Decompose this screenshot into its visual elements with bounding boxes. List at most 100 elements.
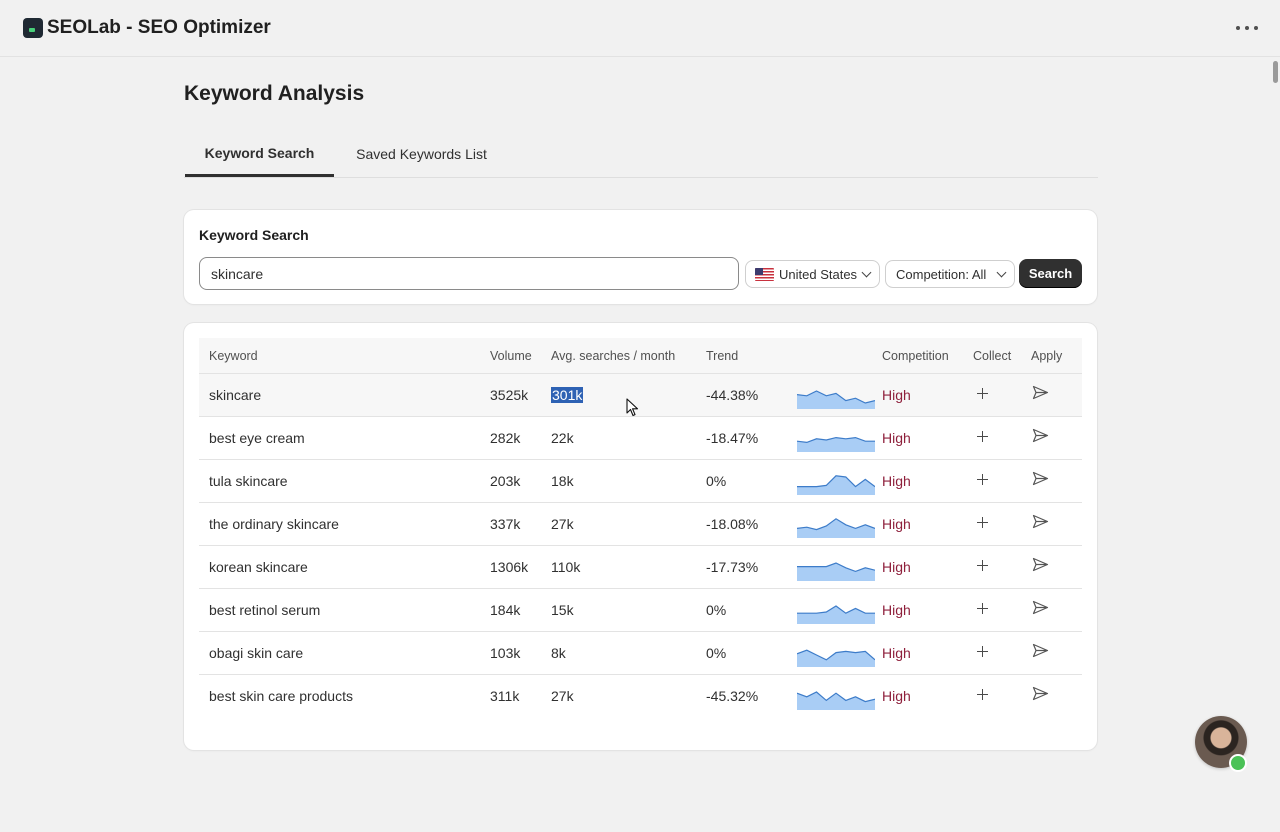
keyword-cell: best eye cream <box>209 430 305 446</box>
avg-searches-cell: 27k <box>551 688 574 704</box>
more-options-icon[interactable] <box>1236 18 1258 38</box>
scrollbar-thumb[interactable] <box>1273 61 1278 83</box>
collect-plus-icon[interactable] <box>974 428 991 445</box>
header-collect: Collect <box>973 349 1012 363</box>
competition-cell: High <box>882 645 911 661</box>
keyword-search-input[interactable] <box>199 257 739 290</box>
trend-sparkline <box>797 475 875 495</box>
avg-searches-cell: 18k <box>551 473 574 489</box>
table-row[interactable]: best skin care products 311k 27k -45.32%… <box>199 675 1082 718</box>
chevron-down-icon <box>996 267 1007 278</box>
trend-percent-cell: -18.47% <box>706 430 759 446</box>
trend-sparkline <box>797 390 875 409</box>
table-body: skincare 3525k 301k -44.38% High best ey… <box>199 374 1082 718</box>
table-row[interactable]: tula skincare 203k 18k 0% High <box>199 460 1082 503</box>
app-title: SEOLab - SEO Optimizer <box>47 17 271 38</box>
keyword-search-card: Keyword Search United States Competition… <box>184 210 1097 304</box>
apply-send-icon[interactable] <box>1032 557 1049 572</box>
collect-plus-icon[interactable] <box>974 557 991 574</box>
competition-cell: High <box>882 559 911 575</box>
trend-percent-cell: -45.32% <box>706 688 759 704</box>
keyword-cell: best skin care products <box>209 688 353 704</box>
competition-cell: High <box>882 387 911 403</box>
keyword-cell: obagi skin care <box>209 645 304 661</box>
page-title: Keyword Analysis <box>184 82 365 105</box>
volume-cell: 184k <box>490 602 521 618</box>
keyword-cell: best retinol serum <box>209 602 321 618</box>
trend-sparkline <box>797 436 875 452</box>
trend-sparkline <box>797 649 875 667</box>
app-logo-icon <box>23 18 43 38</box>
avg-searches-cell: 110k <box>551 559 581 575</box>
apply-send-icon[interactable] <box>1032 471 1049 486</box>
chevron-down-icon <box>861 267 872 278</box>
volume-cell: 203k <box>490 473 521 489</box>
avg-searches-cell: 15k <box>551 602 574 618</box>
table-row[interactable]: obagi skin care 103k 8k 0% High <box>199 632 1082 675</box>
keyword-results-card: Keyword Volume Avg. searches / month Tre… <box>184 323 1097 750</box>
apply-send-icon[interactable] <box>1032 643 1049 658</box>
trend-percent-cell: 0% <box>706 602 727 618</box>
sparkline-area <box>797 692 875 710</box>
search-button[interactable]: Search <box>1019 259 1082 288</box>
collect-plus-icon[interactable] <box>974 514 991 531</box>
tab-bar: Keyword Search Saved Keywords List <box>184 131 1098 178</box>
collect-plus-icon[interactable] <box>974 385 991 402</box>
sparkline-area <box>797 437 875 452</box>
volume-cell: 282k <box>490 430 521 446</box>
table-header: Keyword Volume Avg. searches / month Tre… <box>199 338 1082 374</box>
header-trend: Trend <box>706 349 739 363</box>
table-row[interactable]: best eye cream 282k 22k -18.47% High <box>199 417 1082 460</box>
volume-cell: 103k <box>490 645 521 661</box>
collect-plus-icon[interactable] <box>974 643 991 660</box>
sparkline-area <box>797 518 875 538</box>
apply-send-icon[interactable] <box>1032 686 1049 701</box>
table-row[interactable]: the ordinary skincare 337k 27k -18.08% H… <box>199 503 1082 546</box>
apply-send-icon[interactable] <box>1032 428 1049 443</box>
header-avg-searches: Avg. searches / month <box>551 349 676 363</box>
competition-cell: High <box>882 602 911 618</box>
header-competition: Competition <box>882 349 949 363</box>
trend-percent-cell: -44.38% <box>706 387 759 403</box>
keyword-table: Keyword Volume Avg. searches / month Tre… <box>199 338 1082 718</box>
sparkline-line <box>797 390 875 404</box>
country-select[interactable]: United States <box>745 260 880 288</box>
sparkline-line <box>797 691 875 703</box>
header-apply: Apply <box>1031 349 1063 363</box>
trend-percent-cell: 0% <box>706 645 727 661</box>
apply-send-icon[interactable] <box>1032 600 1049 615</box>
trend-sparkline <box>797 518 875 538</box>
sparkline-area <box>797 650 875 667</box>
online-status-indicator <box>1229 754 1247 772</box>
sparkline-area <box>797 563 875 581</box>
sparkline-area <box>797 475 875 495</box>
page-scrollbar[interactable] <box>1270 57 1280 832</box>
trend-percent-cell: -18.08% <box>706 516 759 532</box>
tab-keyword-search[interactable]: Keyword Search <box>185 131 334 177</box>
competition-select[interactable]: Competition: All <box>885 260 1015 288</box>
avg-searches-cell: 27k <box>551 516 574 532</box>
sparkline-line <box>797 518 875 531</box>
trend-sparkline <box>797 562 875 581</box>
trend-sparkline <box>797 605 875 624</box>
table-row[interactable]: skincare 3525k 301k -44.38% High <box>199 374 1082 417</box>
competition-cell: High <box>882 430 911 446</box>
apply-send-icon[interactable] <box>1032 385 1049 400</box>
avg-searches-cell: 8k <box>551 645 566 661</box>
competition-select-value: Competition: All <box>896 266 987 282</box>
table-row[interactable]: best retinol serum 184k 15k 0% High <box>199 589 1082 632</box>
apply-send-icon[interactable] <box>1032 514 1049 529</box>
table-row[interactable]: korean skincare 1306k 110k -17.73% High <box>199 546 1082 589</box>
tab-saved-keywords-list[interactable]: Saved Keywords List <box>356 146 487 162</box>
trend-percent-cell: 0% <box>706 473 727 489</box>
keyword-cell: tula skincare <box>209 473 288 489</box>
header-keyword: Keyword <box>209 349 258 363</box>
collect-plus-icon[interactable] <box>974 600 991 617</box>
volume-cell: 3525k <box>490 387 529 403</box>
collect-plus-icon[interactable] <box>974 471 991 488</box>
collect-plus-icon[interactable] <box>974 686 991 703</box>
sparkline-line <box>797 475 875 488</box>
sparkline-line <box>797 562 875 573</box>
sparkline-area <box>797 391 875 409</box>
keyword-cell: korean skincare <box>209 559 308 575</box>
